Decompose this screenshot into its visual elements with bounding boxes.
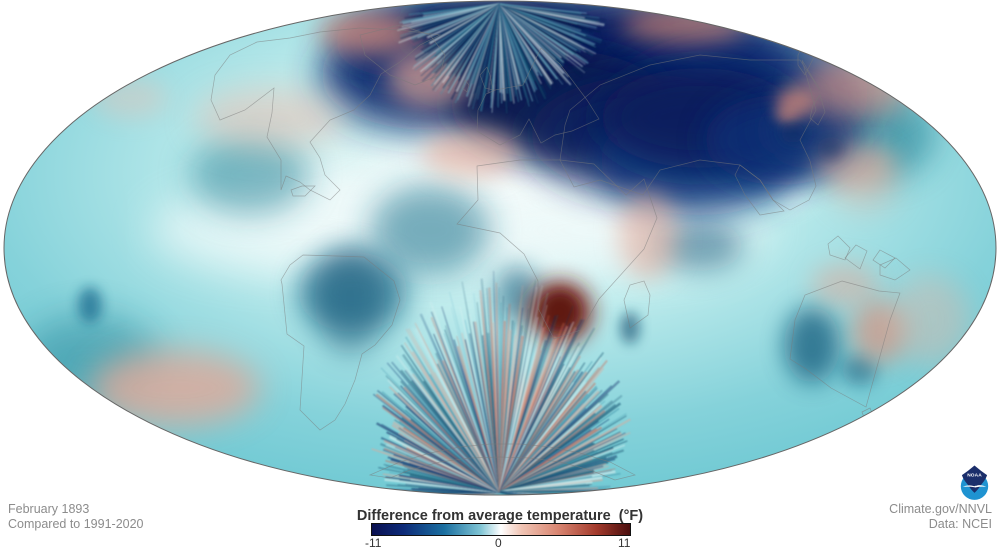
- svg-text:NOAA: NOAA: [967, 473, 982, 479]
